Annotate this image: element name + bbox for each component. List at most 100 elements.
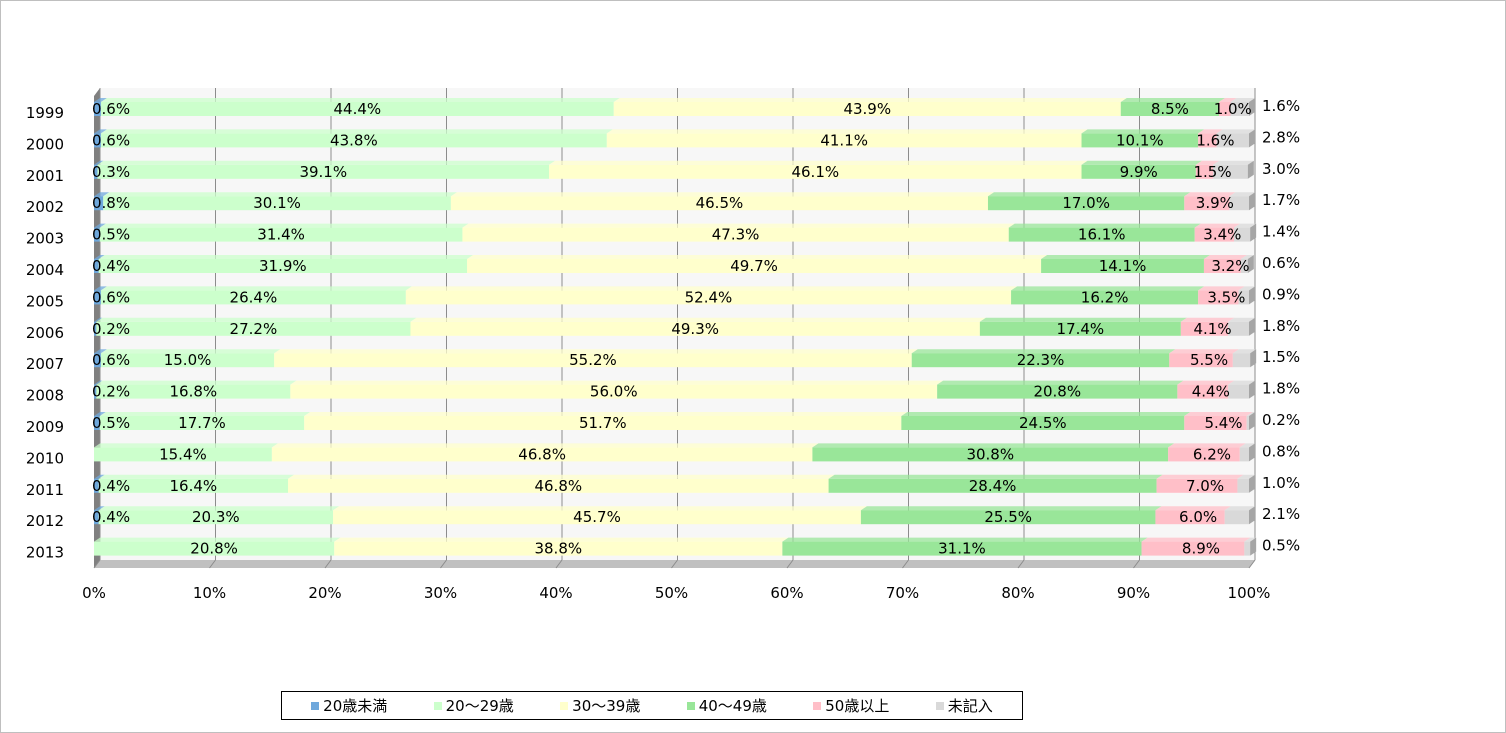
x-tick-label: 70%: [886, 584, 919, 602]
bar-segment-top: [94, 412, 106, 416]
data-label: 22.3%: [1017, 351, 1065, 369]
bar-segment: [1184, 196, 1230, 211]
bar-segment: [1120, 102, 1219, 116]
bar-segment-top: [1229, 192, 1255, 197]
bar-segment-top: [94, 349, 107, 354]
x-tick-label: 80%: [1001, 584, 1034, 602]
x-tick-label: 10%: [193, 584, 226, 602]
bar-segment-top: [96, 317, 417, 322]
data-label: 20.8%: [1033, 383, 1081, 401]
bar-segment-top: [1156, 474, 1244, 479]
bar-segment-top: [100, 286, 412, 291]
bar-segment: [1239, 447, 1249, 462]
legend-item: 40～49歳: [686, 695, 767, 716]
data-label: 46.1%: [791, 163, 839, 181]
bar-segment-top: [1011, 286, 1205, 291]
bar-segment: [979, 321, 1181, 336]
data-label: 0.4%: [92, 477, 130, 495]
bar-segment-top: [1233, 223, 1257, 228]
bar-segment: [333, 510, 861, 525]
bar-segment-top: [937, 380, 1184, 385]
bar-segment: [94, 290, 101, 305]
bar-segment-top: [94, 317, 103, 322]
bar-segment: [462, 227, 1009, 242]
bar-segment: [1238, 290, 1249, 305]
bar-segment: [1177, 384, 1229, 399]
bar-segment: [1155, 510, 1225, 525]
x-gridline-floor: [786, 559, 794, 569]
y-category-label: 1999: [26, 104, 64, 122]
bar-segment: [1228, 321, 1249, 336]
data-label: 1.7%: [1262, 191, 1300, 209]
bar-segment: [1194, 227, 1234, 242]
data-label: 5.5%: [1190, 351, 1228, 369]
bar-segment-top: [1203, 255, 1247, 259]
legend-swatch: [935, 701, 944, 710]
bar-segment: [288, 478, 829, 493]
bar-segment-top: [1244, 537, 1257, 542]
y-category-label: 2006: [26, 324, 64, 342]
bar-segment-top: [98, 255, 474, 259]
bar-segment-top: [1195, 160, 1220, 165]
data-label: 0.5%: [92, 414, 130, 432]
bar-segment-top: [94, 286, 107, 291]
bar-end-cap: [1249, 317, 1255, 336]
data-label: 0.6%: [92, 100, 130, 118]
data-label: 47.3%: [712, 226, 760, 244]
data-label: 3.0%: [1262, 160, 1300, 178]
legend-label: 20歳未満: [323, 697, 388, 715]
data-label: 1.6%: [1196, 131, 1234, 149]
bar-segment: [304, 416, 902, 430]
data-label: 0.3%: [92, 163, 130, 181]
bar-segment: [94, 133, 101, 148]
bar-segment-top: [1041, 255, 1210, 259]
bar-segment: [1141, 541, 1245, 556]
data-label: 28.4%: [969, 477, 1017, 495]
data-label: 52.4%: [685, 288, 733, 306]
x-gridline-floor: [324, 559, 332, 569]
bar-segment-top: [100, 98, 620, 102]
data-label: 0.6%: [1262, 254, 1300, 272]
bar-segment: [94, 384, 97, 399]
bar-segment-top: [606, 129, 1088, 134]
data-label: 43.9%: [843, 100, 891, 118]
data-label: 31.4%: [257, 226, 305, 244]
bar-segment: [911, 353, 1170, 368]
bar-segment: [99, 416, 305, 430]
data-label: 4.1%: [1193, 320, 1231, 338]
bar-segment: [1246, 416, 1249, 430]
bar-segment-top: [1081, 160, 1202, 165]
bar-segment: [271, 447, 813, 462]
bar-segment: [1008, 227, 1195, 242]
data-label: 1.4%: [1262, 223, 1300, 241]
bar-segment: [94, 196, 104, 211]
data-label: 45.7%: [573, 508, 621, 526]
bar-segment: [467, 259, 1042, 273]
legend: 20歳未満 20～29歳 30～39歳 40～49歳 50歳以上 未記入: [281, 691, 1023, 720]
bar-segment-top: [1198, 129, 1223, 134]
bar-segment-top: [901, 412, 1191, 416]
bar-segment: [94, 227, 100, 242]
data-label: 0.2%: [92, 383, 130, 401]
legend-label: 40～49歳: [698, 697, 767, 715]
bar-segment-top: [1155, 506, 1231, 511]
bar-end-cap: [1249, 443, 1255, 462]
data-label: 20.3%: [192, 508, 240, 526]
bar-segment: [94, 541, 335, 556]
bar-segment: [96, 321, 411, 336]
bar-segment: [274, 353, 912, 368]
data-label: 0.5%: [1262, 537, 1300, 555]
x-tick-label: 20%: [308, 584, 341, 602]
bar-segment-top: [1216, 129, 1255, 134]
bar-segment: [1233, 227, 1251, 242]
data-label: 39.1%: [299, 163, 347, 181]
bar-segment-top: [271, 443, 819, 448]
bar-segment: [100, 102, 614, 116]
bar-end-cap: [1250, 537, 1257, 556]
legend-item: 30～39歳: [560, 695, 640, 716]
data-label: 17.7%: [178, 414, 226, 432]
bar-segment-top: [100, 129, 613, 134]
bar-segment-top: [99, 412, 311, 416]
data-label: 1.5%: [1193, 163, 1231, 181]
bar-segment-top: [1141, 537, 1251, 542]
